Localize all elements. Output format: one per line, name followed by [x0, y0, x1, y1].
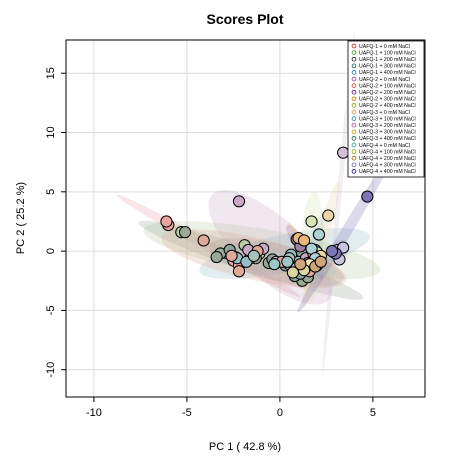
legend-label: UAFQ-3 + 100 mM NaCl	[359, 116, 416, 122]
data-point	[322, 209, 335, 222]
legend-label: UAFQ-1 + 200 mM NaCl	[359, 57, 416, 63]
legend-marker	[351, 96, 357, 102]
legend-label: UAFQ-3 + 400 mM NaCl	[359, 136, 416, 142]
data-point	[225, 249, 238, 262]
data-point	[197, 234, 210, 247]
legend-label: UAFQ-1 + 0 mM NaCl	[359, 44, 410, 50]
legend-marker	[351, 142, 357, 148]
x-axis-title: PC 1 ( 42.8 %)	[209, 441, 281, 453]
x-axis-ticks: -10 -5 0 5	[86, 397, 376, 419]
x-tick-label: 5	[370, 407, 376, 419]
legend-label: UAFQ-4 + 0 mM NaCl	[359, 143, 410, 149]
y-tick-label: 0	[45, 248, 57, 254]
data-point	[337, 146, 350, 159]
legend-label: UAFQ-2 + 300 mM NaCl	[359, 97, 416, 103]
legend-label: UAFQ-3 + 200 mM NaCl	[359, 123, 416, 129]
x-tick-label: -10	[86, 407, 102, 419]
legend-marker	[351, 169, 357, 174]
legend-label: UAFQ-3 + 0 mM NaCl	[359, 110, 410, 116]
y-tick-label: -5	[45, 306, 57, 316]
y-tick-label: 10	[45, 126, 57, 138]
data-point	[294, 258, 307, 271]
legend-marker	[351, 103, 357, 108]
legend-label: UAFQ-4 + 200 mM NaCl	[359, 156, 416, 162]
data-point	[281, 255, 294, 268]
y-axis-title: PC 2 ( 25.2 %)	[15, 182, 27, 254]
legend-label: UAFQ-1 + 400 mM NaCl	[359, 70, 416, 76]
legend-marker	[351, 136, 357, 141]
legend-label: UAFQ-2 + 200 mM NaCl	[359, 90, 416, 96]
confidence-ellipse	[322, 29, 355, 376]
data-point	[297, 234, 311, 247]
data-points	[160, 146, 374, 287]
legend-label: UAFQ-3 + 300 mM NaCl	[359, 130, 416, 136]
plot-frame	[65, 39, 426, 398]
data-point	[312, 228, 326, 241]
data-point	[178, 226, 192, 239]
legend-label: UAFQ-4 + 100 mM NaCl	[359, 149, 416, 155]
legend-box	[347, 40, 425, 178]
legend-label: UAFQ-4 + 300 mM NaCl	[359, 163, 416, 169]
legend-marker	[351, 63, 357, 69]
legend-marker	[351, 162, 357, 168]
y-tick-label: 15	[45, 67, 57, 79]
legend-marker	[351, 50, 357, 55]
data-point	[268, 258, 281, 271]
data-point	[247, 249, 260, 262]
legend-marker	[351, 149, 357, 154]
legend-marker	[351, 155, 357, 161]
legend-marker	[351, 83, 357, 88]
data-point	[210, 250, 223, 264]
legend-marker	[351, 129, 357, 135]
data-point	[232, 195, 246, 208]
legend-marker	[351, 70, 357, 75]
legend-marker	[351, 109, 357, 115]
data-point	[160, 215, 173, 228]
legend-label: UAFQ-1 + 100 mM NaCl	[359, 50, 416, 56]
legend-marker	[351, 89, 357, 95]
legend-marker	[351, 116, 357, 121]
legend-marker	[351, 56, 357, 62]
y-tick-label: -10	[45, 362, 57, 378]
y-axis-ticks: -10 -5 0 5 10 15	[45, 67, 66, 378]
legend-label: UAFQ-1 + 300 mM NaCl	[359, 64, 416, 70]
chart-title: Scores Plot	[206, 11, 283, 27]
x-tick-label: -5	[182, 407, 192, 419]
legend-label: UAFQ-2 + 400 mM NaCl	[359, 103, 416, 109]
data-point	[305, 215, 318, 228]
data-point	[325, 245, 339, 258]
data-point	[314, 255, 327, 268]
data-point	[361, 190, 374, 203]
legend-marker	[351, 43, 357, 49]
legend-marker	[351, 76, 357, 82]
data-point	[232, 265, 246, 278]
y-tick-label: 5	[45, 189, 57, 195]
legend-label: UAFQ-4 + 400 mM NaCl	[359, 169, 416, 175]
legend-label: UAFQ-2 + 100 mM NaCl	[359, 83, 416, 89]
x-tick-label: 0	[277, 407, 283, 419]
legend-marker	[351, 122, 357, 128]
legend-label: UAFQ-2 + 0 mM NaCl	[359, 77, 410, 83]
